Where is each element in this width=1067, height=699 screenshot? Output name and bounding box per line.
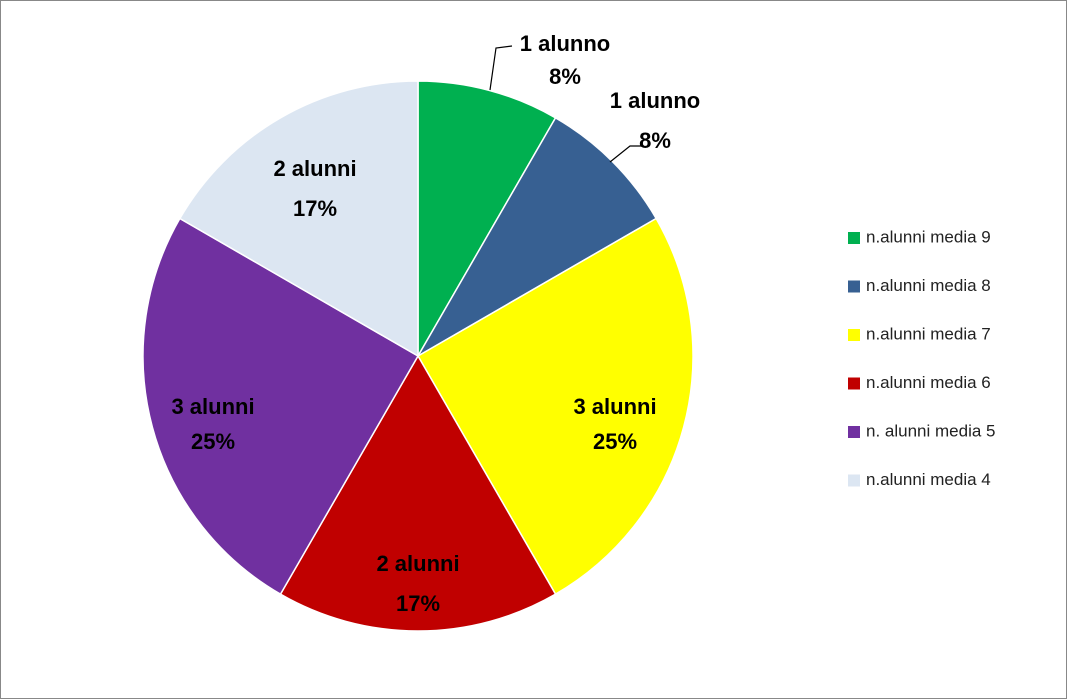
leader-line — [609, 145, 644, 163]
legend-swatch — [848, 377, 860, 390]
legend-swatch — [848, 474, 860, 487]
legend-label: n.alunni media 6 — [866, 373, 991, 392]
legend-swatch — [848, 426, 860, 438]
pie-slice — [416, 217, 694, 596]
legend-label: n.alunni media 7 — [866, 324, 991, 343]
data-label-percent: 25% — [593, 429, 637, 454]
data-label-percent: 8% — [549, 64, 581, 89]
legend-label: n.alunni media 8 — [866, 276, 991, 295]
data-label: 2 alunni — [273, 156, 356, 181]
legend-label: n. alunni media 5 — [866, 421, 995, 440]
legend-label: n.alunni media 4 — [866, 470, 991, 489]
pie-slice — [279, 354, 557, 632]
pie-slice — [142, 217, 420, 596]
legend-label: n.alunni media 9 — [866, 227, 991, 246]
data-label: 1 alunno — [520, 31, 610, 56]
pie-slice — [178, 80, 419, 358]
data-label: 2 alunni — [376, 551, 459, 576]
data-label-percent: 17% — [396, 591, 440, 616]
legend-swatch — [848, 329, 860, 341]
leader-line — [489, 45, 513, 91]
pie-slice — [415, 116, 658, 359]
legend-swatch — [848, 280, 860, 293]
legend-swatch — [848, 232, 860, 244]
data-label-percent: 8% — [639, 128, 671, 153]
data-label: 1 alunno — [610, 88, 700, 113]
data-label-percent: 17% — [293, 196, 337, 221]
data-label: 3 alunni — [573, 394, 656, 419]
pie-slice — [417, 80, 557, 359]
data-label-percent: 25% — [191, 429, 235, 454]
data-label: 3 alunni — [171, 394, 254, 419]
